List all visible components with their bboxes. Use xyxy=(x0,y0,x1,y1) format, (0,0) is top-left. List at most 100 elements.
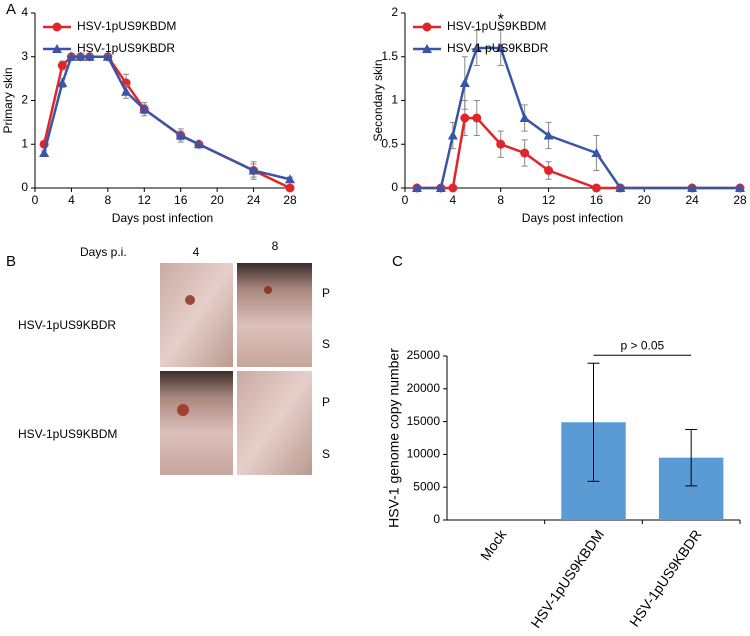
row-mark: P xyxy=(322,286,330,300)
marker xyxy=(520,148,530,158)
y-tick-label: 1 xyxy=(391,93,398,107)
x-tick-label: HSV-1pUS9KBDM xyxy=(527,527,607,631)
legend-label: HSV-1pUS9KBDM xyxy=(447,19,546,33)
y-tick-label: 0 xyxy=(433,512,440,526)
row-label: HSV-1pUS9KBDR xyxy=(18,318,116,332)
marker xyxy=(544,166,554,175)
legend-label: HSV-1 pUS9KBDR xyxy=(447,41,549,55)
y-axis-label: HSV-1 genome copy number xyxy=(386,348,402,528)
panel-letter: C xyxy=(392,253,403,270)
x-tick-label: 12 xyxy=(542,193,556,207)
x-tick-label: 8 xyxy=(497,193,504,207)
row-mark: P xyxy=(322,395,330,409)
panel-letter: B xyxy=(6,253,16,270)
annotation: * xyxy=(498,12,504,29)
x-tick-label: Mock xyxy=(477,526,510,563)
y-tick-label: 1.5 xyxy=(381,49,398,63)
marker xyxy=(75,51,86,61)
marker xyxy=(447,130,458,140)
photo-column: 4 xyxy=(193,245,200,259)
marker xyxy=(519,113,530,122)
marker xyxy=(52,44,62,53)
marker xyxy=(471,43,482,52)
y-axis-label: Secondary skin xyxy=(371,59,385,141)
y-tick-label: 4 xyxy=(21,5,28,19)
marker xyxy=(448,183,458,193)
marker xyxy=(57,78,68,87)
photo xyxy=(160,263,233,367)
y-tick-label: 1 xyxy=(21,136,28,150)
series-line xyxy=(42,55,291,181)
marker xyxy=(411,183,422,192)
y-tick-label: 0 xyxy=(391,180,398,194)
error-bar xyxy=(587,362,600,482)
marker xyxy=(543,130,554,140)
x-tick-label: 16 xyxy=(174,193,188,207)
marker xyxy=(102,51,113,61)
marker xyxy=(687,183,698,192)
x-axis-label: Days post infection xyxy=(522,211,623,225)
y-axis-label: Primary skin xyxy=(1,67,15,133)
marker xyxy=(248,165,259,175)
marker xyxy=(422,44,432,53)
x-tick-label: HSV-1pUS9KBDR xyxy=(626,527,705,630)
x-tick-label: 24 xyxy=(685,193,699,207)
x-tick-label: 16 xyxy=(590,193,604,207)
y-tick-label: 15000 xyxy=(407,414,441,428)
x-tick-label: 12 xyxy=(138,193,152,207)
photo xyxy=(237,263,312,367)
photo xyxy=(160,371,233,475)
marker xyxy=(422,22,432,32)
y-tick-label: 10000 xyxy=(407,447,441,461)
marker xyxy=(460,113,470,123)
series-line xyxy=(416,116,740,190)
marker xyxy=(121,86,132,96)
photo xyxy=(237,371,312,475)
x-tick-label: 0 xyxy=(402,193,409,207)
legend-label: HSV-1pUS9KBDR xyxy=(77,41,175,55)
error-bar xyxy=(685,428,698,487)
lesion xyxy=(185,295,195,305)
marker xyxy=(52,22,62,32)
marker xyxy=(39,148,50,157)
marker xyxy=(472,113,482,123)
marker xyxy=(615,183,626,192)
marker xyxy=(175,130,186,140)
marker xyxy=(66,51,77,61)
marker xyxy=(496,139,506,149)
photo-column: 8 xyxy=(272,239,279,253)
photo-header: Days p.i. xyxy=(80,245,127,259)
x-tick-label: 28 xyxy=(733,193,747,207)
marker xyxy=(139,104,150,114)
x-tick-label: 0 xyxy=(32,193,39,207)
marker xyxy=(285,183,295,193)
y-tick-label: 2 xyxy=(21,93,28,107)
x-tick-label: 20 xyxy=(210,193,224,207)
lesion xyxy=(177,404,189,416)
y-tick-label: 25000 xyxy=(407,348,441,362)
y-tick-label: 0 xyxy=(21,180,28,194)
row-mark: S xyxy=(322,337,330,351)
marker xyxy=(285,174,295,184)
marker xyxy=(735,183,745,192)
series-line xyxy=(416,46,740,190)
x-axis-label: Days post infection xyxy=(112,211,213,225)
marker xyxy=(591,183,601,193)
annotation: p > 0.05 xyxy=(620,338,664,352)
marker xyxy=(435,183,446,192)
y-tick-label: 20000 xyxy=(407,381,441,395)
panel-letter: A xyxy=(6,1,16,18)
x-tick-label: 4 xyxy=(68,193,75,207)
photo-panel: Days p.i. 4 8 HSV-1pUS9KBDR HSV-1pUS9KBD… xyxy=(18,239,330,475)
marker xyxy=(193,139,204,149)
marker xyxy=(495,43,506,52)
y-tick-label: 3 xyxy=(21,49,28,63)
marker xyxy=(57,61,67,70)
row-label: HSV-1pUS9KBDM xyxy=(18,427,117,441)
x-tick-label: 8 xyxy=(105,193,112,207)
x-tick-label: 28 xyxy=(283,193,297,207)
lesion xyxy=(264,286,272,294)
y-tick-label: 2 xyxy=(391,5,398,19)
legend-label: HSV-1pUS9KBDM xyxy=(77,19,176,33)
